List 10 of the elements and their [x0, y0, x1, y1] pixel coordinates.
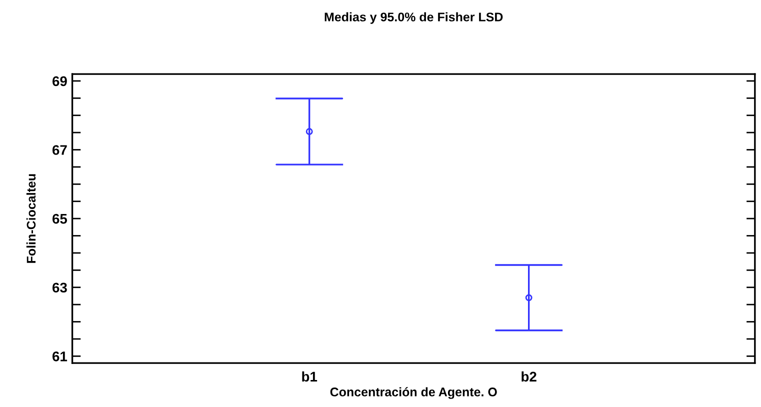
x-axis-title: Concentración de Agente. O: [330, 387, 497, 399]
y-tick-label: 61: [52, 352, 68, 362]
x-tick-label: b1: [302, 371, 318, 382]
y-tick-label: 63: [52, 282, 67, 293]
y-tick-label: 69: [52, 76, 67, 86]
y-tick-label: 67: [52, 145, 67, 155]
y-axis-title: Folin-Ciocalteu: [26, 174, 36, 263]
y-tick-label: 65: [52, 214, 68, 224]
x-tick-label: b2: [522, 371, 536, 382]
chart-title: Medias y 95.0% de Fisher LSD: [324, 12, 503, 24]
